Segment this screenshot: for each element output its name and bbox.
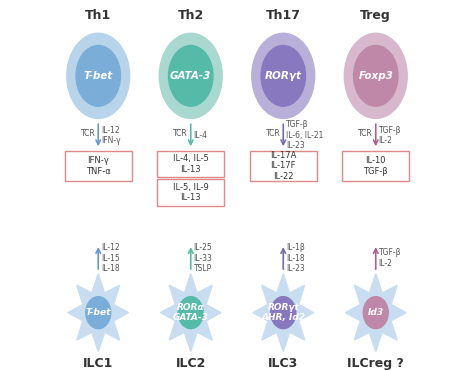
Text: TCR: TCR — [81, 129, 95, 138]
Text: IL-12
IFN-γ: IL-12 IFN-γ — [101, 125, 121, 145]
Text: TCR: TCR — [358, 129, 373, 138]
Text: IL-25
IL-33
TSLP: IL-25 IL-33 TSLP — [194, 243, 212, 273]
Text: ILC1: ILC1 — [83, 357, 113, 370]
Text: RORγt
AHR, Id2: RORγt AHR, Id2 — [261, 303, 305, 322]
Text: ILC3: ILC3 — [268, 357, 298, 370]
Polygon shape — [68, 274, 128, 352]
Text: TCR: TCR — [265, 129, 280, 138]
Text: IL-12
IL-15
IL-18: IL-12 IL-15 IL-18 — [101, 243, 120, 273]
Text: IL-4: IL-4 — [194, 131, 208, 140]
Ellipse shape — [178, 297, 203, 329]
Text: Id3: Id3 — [368, 308, 384, 317]
Ellipse shape — [67, 33, 130, 118]
Text: GATA-3: GATA-3 — [170, 71, 211, 81]
Text: TGF-β
IL-2: TGF-β IL-2 — [379, 248, 401, 268]
Text: IL-10
TGF-β: IL-10 TGF-β — [364, 156, 388, 176]
Ellipse shape — [344, 33, 407, 118]
Ellipse shape — [76, 46, 120, 106]
Text: RORα
GATA-3: RORα GATA-3 — [173, 303, 209, 322]
FancyBboxPatch shape — [157, 151, 224, 177]
Ellipse shape — [271, 297, 296, 329]
FancyBboxPatch shape — [250, 151, 317, 181]
Ellipse shape — [159, 33, 222, 118]
Text: Th2: Th2 — [178, 9, 204, 22]
Text: Foxp3: Foxp3 — [358, 71, 393, 81]
Text: IFN-γ
TNF-α: IFN-γ TNF-α — [86, 156, 110, 176]
Polygon shape — [253, 274, 314, 352]
Text: T-bet: T-bet — [83, 71, 113, 81]
Text: Th1: Th1 — [85, 9, 111, 22]
Text: ILCreg ?: ILCreg ? — [347, 357, 404, 370]
Text: TGF-β
IL-2: TGF-β IL-2 — [379, 125, 401, 145]
Text: Treg: Treg — [360, 9, 391, 22]
Ellipse shape — [354, 46, 398, 106]
FancyBboxPatch shape — [157, 179, 224, 206]
Text: IL-5, IL-9
IL-13: IL-5, IL-9 IL-13 — [173, 183, 209, 202]
Text: ILC2: ILC2 — [175, 357, 206, 370]
Ellipse shape — [169, 46, 213, 106]
FancyBboxPatch shape — [65, 151, 132, 181]
Text: TGF-β
IL-6, IL-21
IL-23: TGF-β IL-6, IL-21 IL-23 — [286, 120, 324, 150]
Text: IL-1β
IL-18
IL-23: IL-1β IL-18 IL-23 — [286, 243, 305, 273]
Ellipse shape — [86, 297, 111, 329]
Text: TCR: TCR — [173, 129, 188, 138]
Text: IL-17A
IL-17F
IL-22: IL-17A IL-17F IL-22 — [270, 151, 296, 181]
Ellipse shape — [261, 46, 305, 106]
Ellipse shape — [363, 297, 388, 329]
Text: Th17: Th17 — [266, 9, 301, 22]
Polygon shape — [160, 274, 221, 352]
FancyBboxPatch shape — [342, 151, 409, 181]
Text: IL-4, IL-5
IL-13: IL-4, IL-5 IL-13 — [173, 154, 209, 174]
Ellipse shape — [252, 33, 315, 118]
Text: RORγt: RORγt — [265, 71, 302, 81]
Polygon shape — [346, 274, 406, 352]
Text: T-bet: T-bet — [86, 308, 111, 317]
